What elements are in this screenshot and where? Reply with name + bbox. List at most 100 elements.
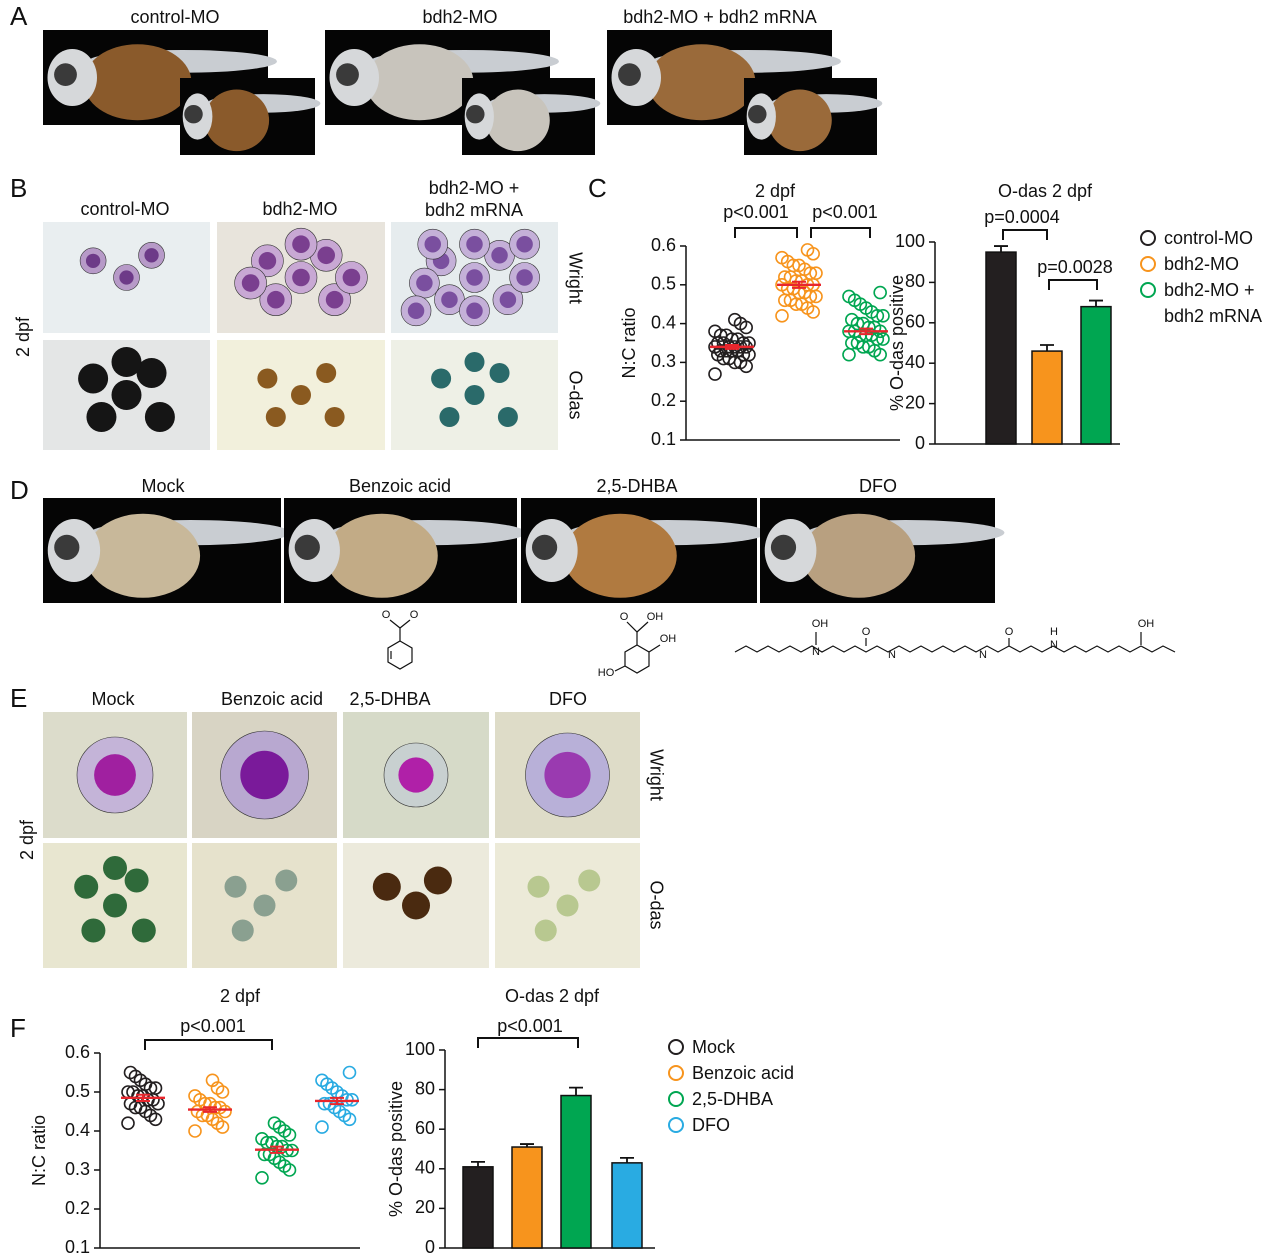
y-tick-label: 60 <box>415 1118 435 1138</box>
atom-label: O <box>410 609 419 621</box>
error-bar <box>136 1093 150 1102</box>
panel-letter: D <box>10 475 29 505</box>
bond <box>614 665 626 672</box>
nucleus <box>441 291 458 308</box>
legend-entry: Mock <box>668 1034 794 1060</box>
column-label: 2,5-DHBA <box>349 689 430 709</box>
column-label: control-MO <box>80 199 169 219</box>
cell <box>111 347 142 377</box>
error-bar <box>725 343 739 350</box>
y-axis-label: % O-das positive <box>887 275 907 411</box>
bar <box>511 1146 543 1249</box>
panel-letter: B <box>10 173 27 203</box>
legend: Mock Benzoic acid 2,5-DHBA DFO <box>668 1034 794 1138</box>
charts: 2 dpf N:C ratio 0.1 0.2 0.3 0.4 0.5 0.6 p<0.001 p… <box>29 181 1120 1257</box>
column-label: 2,5-DHBA <box>596 476 677 496</box>
row-label: O-das <box>565 370 585 419</box>
bar <box>985 251 1017 445</box>
nucleus <box>325 290 344 309</box>
data-point <box>845 312 859 327</box>
error-bar <box>330 1096 344 1106</box>
error-bar <box>569 1086 583 1096</box>
embryo-eye <box>336 63 359 87</box>
nucleus <box>466 269 483 286</box>
embryo-eye <box>54 63 77 87</box>
atom-label: OH <box>1138 618 1155 630</box>
bond <box>389 619 401 629</box>
chart-title: 2 dpf <box>220 986 261 1006</box>
data-point <box>778 270 792 284</box>
annotation: p=0.0004 <box>984 207 1060 227</box>
data-point <box>315 1120 329 1134</box>
cell <box>324 407 345 427</box>
atom-label: N <box>888 649 896 661</box>
embryo-yolk <box>204 89 270 152</box>
atom-label: HO <box>598 667 615 679</box>
bar <box>611 1162 643 1249</box>
y-tick-label: 0.2 <box>651 390 676 410</box>
chart-title: O-das 2 dpf <box>505 986 600 1006</box>
y-tick-label: 0.6 <box>65 1042 90 1062</box>
cell <box>489 363 510 383</box>
cell <box>431 368 452 389</box>
legend-label: control-MO <box>1164 228 1254 248</box>
chart-title: O-das 2 dpf <box>998 181 1093 201</box>
embryo-yolk <box>85 513 201 598</box>
significance-bracket <box>477 1037 579 1048</box>
y-axis-label: N:C ratio <box>29 1115 49 1186</box>
cell <box>316 363 337 383</box>
cell <box>78 363 109 394</box>
atom-label: N <box>812 646 820 658</box>
nucleus <box>416 274 433 292</box>
y-tick-label: 100 <box>895 231 925 251</box>
column-label: DFO <box>549 689 587 709</box>
cell <box>111 380 142 410</box>
y-tick-label: 20 <box>905 392 925 412</box>
nucleus <box>241 274 260 292</box>
data-point <box>342 1065 357 1080</box>
cell <box>372 872 401 901</box>
bond <box>636 621 649 633</box>
data-point <box>315 1073 329 1088</box>
embryo-eye <box>184 104 203 124</box>
column-label: Benzoic acid <box>349 476 451 496</box>
data-point <box>205 1073 220 1088</box>
panel-letter: E <box>10 683 27 713</box>
data-point <box>716 336 731 350</box>
column-label: bdh2-MO <box>262 199 337 219</box>
legend-label: bdh2-MO + bdh2 mRNA <box>1164 280 1263 326</box>
cell <box>81 918 106 943</box>
y-tick-label: 80 <box>415 1078 435 1098</box>
legend-entry: bdh2-MO + bdh2 mRNA <box>1140 277 1276 329</box>
significance-bracket <box>144 1039 273 1050</box>
cell <box>291 385 311 405</box>
ring <box>387 640 413 670</box>
nucleus <box>119 270 134 285</box>
nucleus <box>499 291 517 308</box>
data-point <box>267 1116 282 1130</box>
data-point <box>188 1124 202 1138</box>
cell <box>534 919 557 942</box>
data-point <box>708 367 722 381</box>
nucleus <box>292 268 310 287</box>
embryo-yolk <box>802 513 916 598</box>
legend: control-MO bdh2-MO bdh2-MO + bdh2 mRNA <box>1140 225 1276 329</box>
column-label: DFO <box>859 476 897 496</box>
y-tick-label: 40 <box>415 1158 435 1178</box>
nucleus <box>398 757 434 793</box>
embryo-yolk <box>563 513 677 598</box>
error-bar <box>1040 344 1054 352</box>
data-point <box>255 1171 269 1185</box>
error-bar <box>859 327 873 336</box>
data-point <box>123 1065 138 1080</box>
cell <box>74 874 99 899</box>
row-label: Wright <box>646 749 666 801</box>
legend-entry: Benzoic acid <box>668 1060 794 1086</box>
legend-label: bdh2-MO <box>1164 254 1240 274</box>
nucleus <box>544 751 591 799</box>
bond <box>399 619 411 629</box>
nucleus <box>491 247 508 264</box>
y-tick-label: 40 <box>905 352 925 372</box>
atom-label: OH <box>660 633 677 645</box>
